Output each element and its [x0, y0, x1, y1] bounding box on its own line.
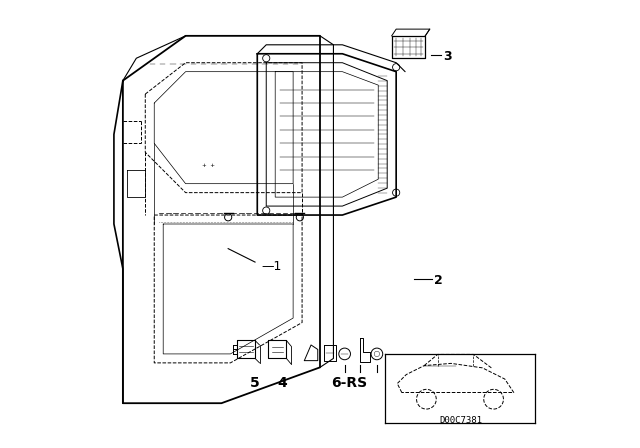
Text: 2: 2	[435, 273, 443, 287]
Text: 5: 5	[250, 376, 260, 390]
Text: 6-RS: 6-RS	[331, 376, 367, 390]
Text: 3: 3	[443, 49, 452, 63]
Text: +  +: + +	[202, 163, 214, 168]
Text: —1: —1	[262, 260, 282, 273]
Text: D00C7381: D00C7381	[440, 416, 483, 425]
Text: 4: 4	[277, 376, 287, 390]
